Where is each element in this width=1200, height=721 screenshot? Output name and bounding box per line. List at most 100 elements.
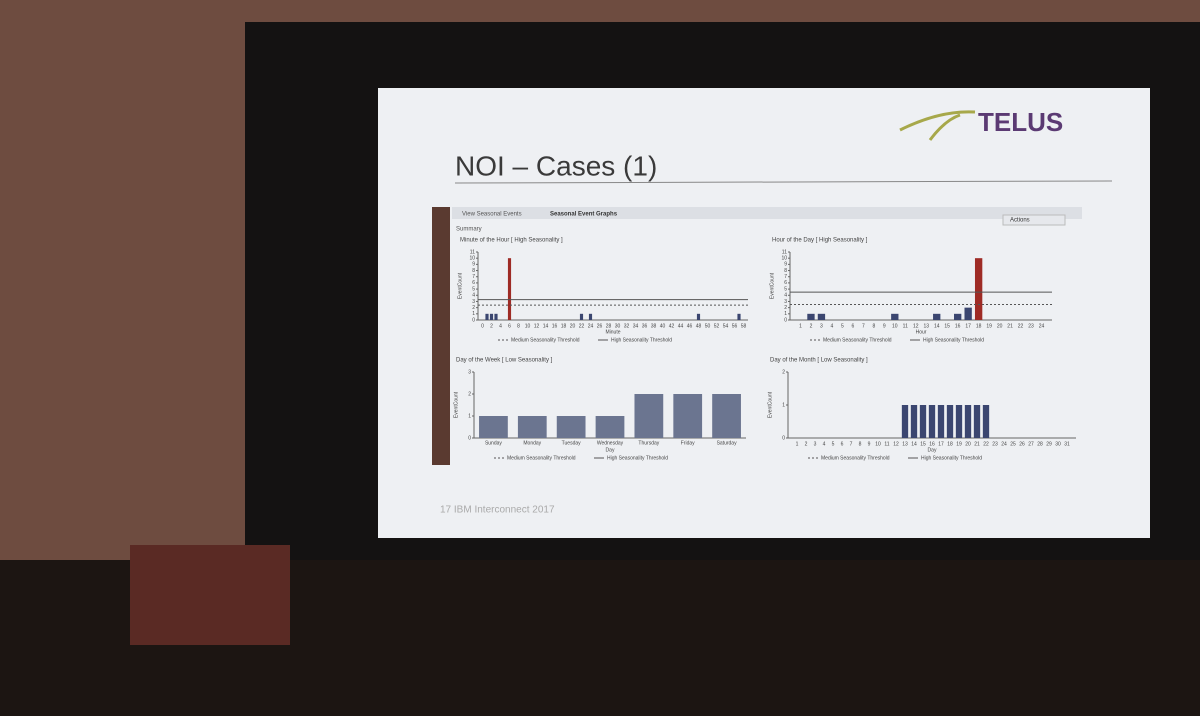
x-tick-label: Monday: [523, 440, 541, 446]
x-axis-label: Day: [606, 447, 615, 453]
x-tick-label: 42: [669, 323, 675, 329]
x-tick-label: 32: [624, 323, 630, 329]
tab[interactable]: View Seasonal Events: [462, 212, 522, 218]
x-tick-label: 29: [1046, 441, 1052, 447]
x-tick-label: Friday: [681, 440, 695, 446]
bar: [946, 405, 954, 438]
bar: [964, 307, 972, 320]
x-tick-label: 11: [903, 323, 908, 329]
x-tick-label: 44: [678, 323, 684, 329]
y-tick-label: 0: [472, 317, 475, 323]
legend-label: Medium Seasonality Threshold: [821, 455, 890, 461]
bar: [595, 416, 625, 438]
y-tick-label: 10: [781, 256, 787, 262]
bar: [673, 394, 703, 438]
y-tick-label: 5: [784, 286, 787, 292]
bar: [937, 405, 945, 438]
bar: [910, 405, 918, 438]
x-tick-label: 22: [983, 441, 989, 447]
x-tick-label: 31: [1064, 441, 1070, 447]
screen: [378, 88, 1150, 538]
x-tick-label: 15: [944, 323, 950, 329]
x-tick-label: 22: [579, 323, 585, 329]
chart-title: Hour of the Day [ High Seasonality ]: [772, 238, 868, 244]
x-tick-label: 12: [534, 323, 540, 329]
chart-title: Minute of the Hour [ High Seasonality ]: [460, 238, 563, 244]
bar: [919, 405, 927, 438]
y-tick-label: 1: [468, 413, 471, 419]
x-tick-label: 27: [1028, 441, 1034, 447]
bar: [556, 416, 586, 438]
y-tick-label: 11: [782, 249, 787, 255]
legend-label: High Seasonality Threshold: [607, 455, 668, 461]
chart-title: Day of the Month [ Low Seasonality ]: [770, 358, 868, 364]
y-tick-label: 3: [472, 299, 475, 305]
bar: [517, 416, 547, 438]
y-axis-label: EventCount: [767, 391, 773, 418]
x-tick-label: 30: [615, 323, 621, 329]
summary: Summary: [456, 227, 482, 233]
actions-button[interactable]: [1002, 214, 1066, 226]
y-tick-label: 4: [472, 293, 475, 299]
bar: [507, 258, 512, 320]
x-axis-label: Minute: [605, 329, 620, 335]
x-tick-label: 5: [832, 441, 835, 447]
x-tick-label: 26: [1019, 441, 1025, 447]
y-tick-label: 11: [470, 249, 475, 255]
x-tick-label: 8: [859, 441, 862, 447]
y-tick-label: 2: [784, 305, 787, 311]
x-tick-label: 5: [841, 323, 844, 329]
x-tick-label: 15: [920, 441, 926, 447]
x-axis-label: Hour: [916, 329, 927, 335]
x-tick-label: 19: [986, 323, 992, 329]
y-tick-label: 0: [782, 435, 785, 441]
legend-label: Medium Seasonality Threshold: [511, 337, 580, 343]
legend-label: High Seasonality Threshold: [611, 337, 672, 343]
y-tick-label: 9: [784, 262, 787, 268]
bar: [964, 405, 972, 438]
x-tick-label: 14: [911, 441, 917, 447]
x-tick-label: 38: [651, 323, 657, 329]
x-tick-label: 4: [823, 441, 826, 447]
x-tick-label: 2: [805, 441, 808, 447]
x-tick-label: 30: [1055, 441, 1061, 447]
x-tick-label: 12: [893, 441, 899, 447]
legend-label: Medium Seasonality Threshold: [823, 337, 892, 343]
x-tick-label: 8: [872, 323, 875, 329]
x-tick-label: 56: [732, 323, 738, 329]
x-tick-label: 20: [997, 323, 1003, 329]
tab-bar: [452, 207, 1082, 219]
actions-label[interactable]: Actions: [1010, 218, 1030, 224]
bar: [955, 405, 963, 438]
bar: [817, 313, 826, 320]
x-tick-label: Saturday: [717, 440, 738, 446]
bar: [696, 313, 701, 320]
x-tick-label: 21: [1007, 323, 1013, 329]
x-tick-label: 12: [913, 323, 919, 329]
x-tick-label: 9: [883, 323, 886, 329]
x-tick-label: 48: [696, 323, 702, 329]
x-tick-label: 34: [633, 323, 639, 329]
logo-mark: [899, 110, 976, 141]
legend-label: High Seasonality Threshold: [923, 337, 984, 343]
y-axis-label: EventCount: [453, 391, 459, 418]
x-tick-label: 0: [481, 323, 484, 329]
x-tick-label: 58: [741, 323, 747, 329]
x-tick-label: 14: [934, 323, 940, 329]
x-tick-label: 4: [831, 323, 834, 329]
x-tick-label: 10: [525, 323, 531, 329]
bar: [485, 313, 489, 320]
x-tick-label: 13: [923, 323, 929, 329]
x-tick-label: 20: [965, 441, 971, 447]
x-tick-label: 10: [875, 441, 881, 447]
x-tick-label: 36: [642, 323, 648, 329]
sidebar: [432, 207, 450, 465]
y-tick-label: 9: [472, 262, 475, 268]
y-tick-label: 1: [784, 311, 787, 317]
y-tick-label: 1: [782, 402, 785, 408]
y-tick-label: 6: [472, 280, 475, 286]
bar: [954, 313, 962, 320]
tab[interactable]: Seasonal Event Graphs: [550, 212, 618, 218]
x-tick-label: 16: [929, 441, 935, 447]
